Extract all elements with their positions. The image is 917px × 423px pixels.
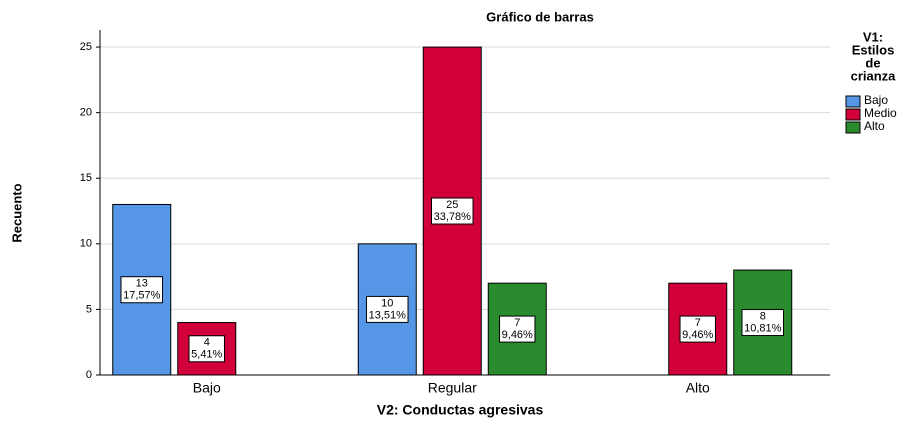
y-tick-label: 25 [80, 41, 92, 53]
chart-title: Gráfico de barras [486, 9, 594, 24]
legend-title: V1: [863, 29, 883, 44]
data-label-percent: 5,41% [191, 349, 222, 361]
legend-title: Estilos [852, 42, 895, 57]
legend-title: crianza [851, 68, 897, 83]
data-label-count: 13 [136, 278, 148, 290]
data-label-box [741, 309, 785, 337]
data-label: 45,41% [188, 335, 225, 363]
data-label-box [679, 315, 716, 343]
y-axis-label: Recuento [9, 183, 24, 242]
data-label-count: 7 [695, 317, 701, 329]
data-label-box [188, 335, 225, 363]
x-tick-label: Alto [686, 380, 710, 396]
legend-swatch [845, 121, 861, 134]
data-label-percent: 10,81% [744, 322, 782, 334]
data-label-box [120, 276, 164, 304]
x-tick-label: Bajo [193, 380, 221, 396]
y-tick-label: 10 [80, 238, 92, 250]
y-tick-label: 0 [86, 369, 92, 381]
y-tick-label: 20 [80, 107, 92, 119]
y-tick-label: 5 [86, 303, 92, 315]
x-axis-label: V2: Conductas agresivas [377, 402, 544, 418]
legend-label: Medio [864, 106, 897, 120]
data-label-percent: 9,46% [502, 329, 533, 341]
data-label: 79,46% [679, 315, 716, 343]
data-label-box [365, 295, 409, 323]
data-label-box [499, 315, 536, 343]
legend-title: de [865, 55, 880, 70]
legend-swatch [845, 95, 861, 108]
data-label-percent: 13,51% [369, 309, 407, 321]
y-tick-label: 15 [80, 172, 92, 184]
data-label: 79,46% [499, 315, 536, 343]
data-label-box [430, 197, 474, 225]
legend-label: Bajo [864, 93, 888, 107]
data-label-percent: 17,57% [123, 290, 161, 302]
x-tick-label: Regular [428, 380, 477, 396]
data-label-count: 4 [204, 337, 210, 349]
data-label-count: 7 [514, 317, 520, 329]
data-label-percent: 33,78% [434, 211, 472, 223]
data-label-count: 8 [760, 310, 766, 322]
legend-swatch [845, 108, 861, 121]
data-label-count: 10 [381, 297, 393, 309]
data-label-count: 25 [446, 199, 458, 211]
data-label-percent: 9,46% [682, 329, 713, 341]
data-label: 810,81% [741, 309, 785, 337]
legend-label: Alto [864, 119, 885, 133]
